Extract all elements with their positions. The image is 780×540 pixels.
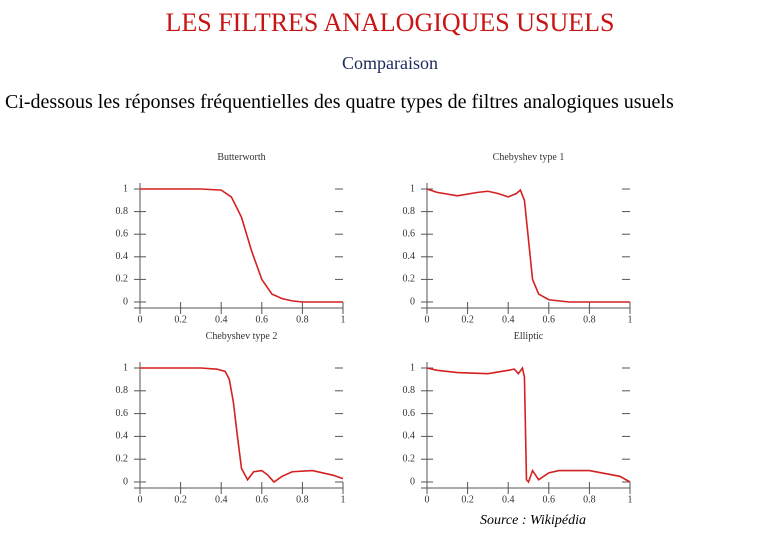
x-tick-label: 0 — [425, 494, 430, 505]
y-tick-label: 0 — [410, 296, 415, 307]
x-tick-label: 0.2 — [461, 494, 474, 505]
x-tick-label: 0.2 — [461, 314, 474, 325]
y-tick-label: 0 — [410, 476, 415, 487]
title: LES FILTRES ANALOGIQUES USUELS — [165, 8, 614, 37]
y-tick-label: 0.4 — [403, 251, 416, 262]
y-tick-label: 0.4 — [116, 431, 129, 442]
y-tick-label: 0.2 — [116, 453, 129, 464]
x-tick-label: 0.4 — [502, 314, 515, 325]
response-curve — [426, 366, 631, 484]
chart-title: Butterworth — [217, 152, 265, 163]
source: Source : Wikipédia — [480, 513, 586, 528]
y-tick-label: 0.6 — [403, 228, 416, 239]
y-tick-label: 0.4 — [403, 431, 416, 442]
x-tick-label: 0 — [138, 314, 143, 325]
x-tick-label: 0.6 — [543, 314, 556, 325]
chart-title: Chebyshev type 1 — [493, 152, 565, 163]
x-tick-label: 0.4 — [215, 314, 228, 325]
chart-title: Chebyshev type 2 — [206, 331, 278, 342]
y-tick-label: 0.2 — [403, 274, 416, 285]
response-curve — [140, 367, 344, 484]
y-tick-label: 1 — [123, 183, 128, 194]
subtitle: Comparaison — [342, 53, 438, 73]
y-tick-label: 0.8 — [403, 206, 416, 217]
chart-title: Elliptic — [514, 331, 544, 342]
y-tick-label: 1 — [410, 362, 415, 373]
x-tick-label: 1 — [628, 494, 633, 505]
y-tick-label: 0.8 — [403, 385, 416, 396]
response-curve — [140, 188, 343, 303]
intro-text: Ci-dessous les réponses fréquentielles d… — [5, 91, 674, 113]
x-tick-label: 1 — [341, 314, 346, 325]
x-tick-label: 0 — [425, 314, 430, 325]
y-tick-label: 0.6 — [403, 408, 416, 419]
y-tick-label: 0.6 — [116, 228, 129, 239]
x-tick-label: 0.8 — [296, 314, 309, 325]
y-tick-label: 0 — [123, 296, 128, 307]
response-curve — [426, 188, 630, 303]
x-tick-label: 0.6 — [256, 494, 269, 505]
y-tick-label: 0.2 — [403, 453, 416, 464]
x-tick-label: 1 — [341, 494, 346, 505]
x-tick-label: 1 — [628, 314, 633, 325]
y-tick-label: 0.8 — [116, 206, 129, 217]
x-tick-label: 0.8 — [583, 494, 596, 505]
y-tick-label: 0.4 — [116, 251, 129, 262]
y-tick-label: 0 — [123, 476, 128, 487]
x-tick-label: 0.2 — [174, 494, 187, 505]
x-tick-label: 0.4 — [215, 494, 228, 505]
x-tick-label: 0.4 — [502, 494, 515, 505]
y-tick-label: 0.6 — [116, 408, 129, 419]
y-tick-label: 1 — [123, 362, 128, 373]
x-tick-label: 0 — [138, 494, 143, 505]
x-tick-label: 0.8 — [296, 494, 309, 505]
x-tick-label: 0.2 — [174, 314, 187, 325]
y-tick-label: 0.2 — [116, 274, 129, 285]
x-tick-label: 0.8 — [583, 314, 596, 325]
x-tick-label: 0.6 — [256, 314, 269, 325]
x-tick-label: 0.6 — [543, 494, 556, 505]
y-tick-label: 0.8 — [116, 385, 129, 396]
y-tick-label: 1 — [410, 183, 415, 194]
